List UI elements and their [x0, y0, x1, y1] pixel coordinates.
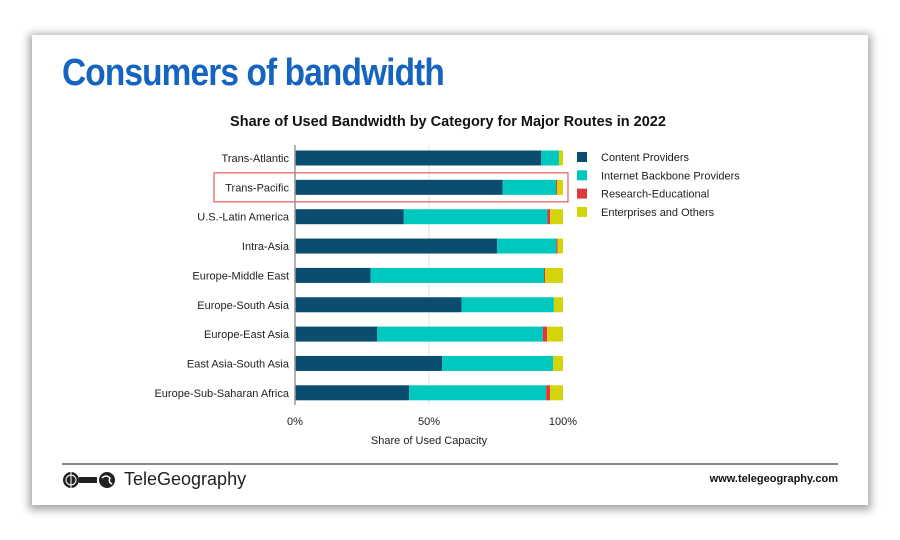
bar-content-providers	[295, 238, 498, 254]
bar-content-providers	[295, 385, 410, 401]
bar-content-providers	[295, 150, 542, 166]
bar-internet-backbone-providers	[442, 355, 554, 371]
bar-enterprises-and-others	[553, 355, 563, 371]
bar-research-educational	[542, 326, 548, 342]
x-tick-label: 100%	[549, 416, 577, 428]
x-axis-label: Share of Used Capacity	[371, 435, 488, 447]
bar-chart: Trans-Atlantic Trans-Pacific U.S.-Latin Am…	[154, 145, 740, 447]
category-label: Europe-Middle East	[192, 270, 289, 282]
bar-research-educational	[546, 385, 551, 401]
website-url: www.telegeography.com	[709, 473, 838, 485]
category-label: Trans-Atlantic	[222, 153, 290, 165]
bar-enterprises-and-others	[550, 385, 563, 401]
category-label: Europe-South Asia	[197, 300, 290, 312]
category-label: U.S.-Latin America	[197, 212, 290, 224]
category-label: Europe-Sub-Saharan Africa	[154, 388, 289, 400]
legend-label: Content Providers	[601, 152, 690, 164]
bar-enterprises-and-others	[553, 297, 563, 313]
legend-swatch	[577, 206, 587, 217]
bar-enterprises-and-others	[557, 238, 563, 254]
legend-swatch	[577, 188, 587, 199]
bar-internet-backbone-providers	[502, 179, 557, 195]
bar-internet-backbone-providers	[370, 267, 544, 283]
bar-research-educational	[543, 267, 546, 283]
legend-label: Research-Educational	[601, 189, 709, 201]
x-tick-label: 0%	[287, 416, 303, 428]
category-label: Europe-East Asia	[204, 329, 290, 341]
footer-divider	[62, 463, 838, 465]
globe-cable-icon	[63, 471, 115, 488]
bar-enterprises-and-others	[550, 209, 563, 225]
bar-enterprises-and-others	[545, 267, 563, 283]
category-label: Intra-Asia	[242, 241, 290, 253]
highlight-box	[213, 172, 569, 203]
bar-content-providers	[295, 355, 443, 371]
bar-internet-backbone-providers	[497, 238, 557, 254]
bar-internet-backbone-providers	[541, 150, 559, 166]
telegeography-logo: TeleGeography	[62, 469, 246, 490]
category-label: Trans-Pacific	[225, 182, 289, 194]
bar-internet-backbone-providers	[461, 297, 554, 313]
bar-enterprises-and-others	[558, 150, 563, 166]
bar-enterprises-and-others	[557, 179, 563, 195]
legend-swatch	[577, 170, 587, 181]
brand-name: TeleGeography	[124, 469, 247, 489]
legend-swatch	[577, 152, 587, 162]
bar-content-providers	[295, 267, 371, 283]
bar-content-providers	[295, 209, 404, 225]
bar-research-educational	[556, 179, 558, 195]
bar-enterprises-and-others	[547, 326, 563, 342]
bar-content-providers	[295, 326, 378, 342]
bar-research-educational	[547, 209, 551, 225]
legend-label: Enterprises and Others	[601, 207, 715, 219]
bar-research-educational	[556, 238, 558, 254]
bar-internet-backbone-providers	[377, 326, 543, 342]
bar-content-providers	[295, 297, 462, 313]
x-tick-label: 50%	[418, 416, 440, 428]
bar-content-providers	[295, 179, 503, 195]
category-label: East Asia-South Asia	[187, 358, 290, 370]
bar-internet-backbone-providers	[403, 209, 548, 225]
chart-title: Share of Used Bandwidth by Category for …	[230, 114, 666, 130]
legend-label: Internet Backbone Providers	[601, 170, 740, 182]
page-title: Consumers of bandwidth	[62, 52, 445, 94]
bar-internet-backbone-providers	[409, 385, 547, 401]
